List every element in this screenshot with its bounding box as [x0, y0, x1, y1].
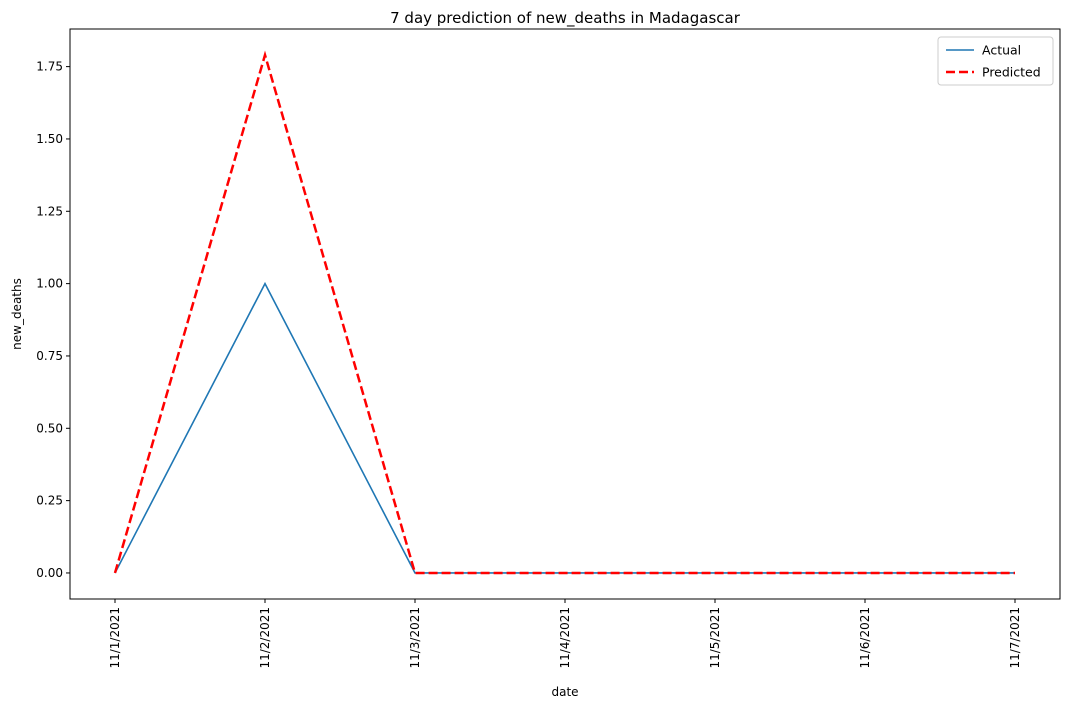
y-tick-label: 1.50: [36, 132, 63, 146]
y-tick-label: 1.25: [36, 204, 63, 218]
x-axis: 11/1/2021 11/2/2021 11/3/2021 11/4/2021 11/5…: [108, 599, 1022, 669]
y-axis: 0.00 0.25 0.50 0.75 1.00 1.25 1.50 1.75: [36, 60, 70, 580]
series-line-predicted: [113, 50, 1015, 575]
x-tick-label: 11/4/2021: [558, 607, 572, 669]
legend-label-predicted: Predicted: [982, 65, 1041, 80]
chart-title: 7 day prediction of new_deaths in Madaga…: [390, 9, 741, 28]
plot-frame: [69, 28, 1061, 600]
y-axis-label: new_deaths: [10, 278, 24, 350]
x-tick-label: 11/6/2021: [858, 607, 872, 669]
x-tick-label: 11/2/2021: [258, 607, 272, 669]
x-tick-label: 11/3/2021: [408, 607, 422, 669]
x-axis-label: date: [551, 685, 578, 699]
x-tick-label: 11/1/2021: [108, 607, 122, 669]
y-tick-label: 0.50: [36, 421, 63, 435]
y-tick-label: 0.75: [36, 349, 63, 363]
legend: Actual Predicted: [937, 36, 1054, 86]
x-tick-label: 11/5/2021: [708, 607, 722, 669]
legend-label-actual: Actual: [982, 43, 1021, 58]
y-tick-label: 1.75: [36, 60, 63, 74]
y-tick-label: 1.00: [36, 277, 63, 291]
y-tick-label: 0.00: [36, 566, 63, 580]
x-tick-label: 11/7/2021: [1008, 607, 1022, 669]
plot-area: [113, 50, 1015, 575]
series-line-actual: [114, 281, 1015, 574]
y-tick-label: 0.25: [36, 494, 63, 508]
